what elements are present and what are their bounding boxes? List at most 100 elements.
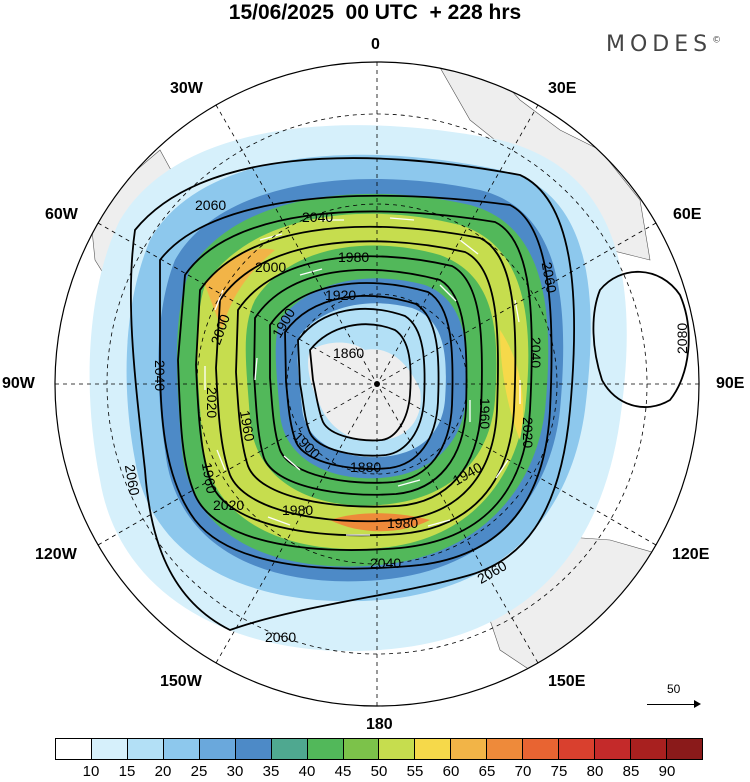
wind-arrow — [214, 289, 224, 311]
contour-label: 2080 — [674, 323, 690, 354]
wind-arrow — [254, 357, 258, 381]
contour-label: 1960 — [477, 398, 493, 429]
colorbar-cell — [163, 739, 200, 759]
lon-label-60e: 60E — [673, 206, 702, 223]
brand-mark: © — [712, 35, 722, 46]
lon-label-bottom: 180 — [366, 716, 393, 733]
colorbar-cell — [56, 739, 92, 759]
colorbar-cell — [595, 739, 631, 759]
wind-arrow — [267, 516, 291, 526]
brand-logo: MODES© — [606, 32, 721, 57]
wind-arrow — [459, 239, 479, 255]
contour-label: 2060 — [539, 261, 560, 295]
colorbar-cell — [451, 739, 488, 759]
contour-label: 1960 — [199, 461, 220, 495]
colorbar-cell — [379, 739, 416, 759]
lon-label-60w: 60W — [45, 206, 78, 223]
latitude-circle — [196, 203, 558, 565]
height-contours — [129, 157, 690, 631]
colorbar-cell — [199, 739, 236, 759]
contour-2020 — [177, 210, 533, 551]
colorbar-cell — [271, 739, 308, 759]
colorbar-cell — [307, 739, 344, 759]
colorbar-cell — [415, 739, 452, 759]
wind-max-right — [500, 330, 524, 440]
contour-label: 2040 — [528, 337, 544, 368]
brand-name: MODES — [606, 32, 713, 57]
contour-label: 2020 — [213, 497, 244, 513]
contour-label: 1980 — [338, 249, 369, 265]
colorbar-tick-label: 25 — [190, 763, 208, 780]
colorbar-cell — [666, 739, 702, 759]
colorbar-cell — [343, 739, 380, 759]
lon-label-30e: 30E — [548, 80, 577, 97]
colorbar-tick-label: 50 — [370, 763, 388, 780]
contour-1980 — [215, 240, 499, 523]
colorbar-tick-label: 40 — [298, 763, 316, 780]
wind-arrow — [427, 519, 451, 527]
wind-arrow — [439, 284, 457, 302]
lon-label-30w: 30W — [170, 80, 203, 97]
contour-1860 — [309, 323, 412, 442]
forecast-title: 15/06/2025 00 UTC + 228 hrs — [228, 1, 522, 24]
contour-label: 2020 — [204, 387, 220, 418]
wind-arrow — [495, 459, 509, 479]
reference-vector: 50 — [645, 682, 705, 712]
meridian-60e-120w — [97, 222, 657, 546]
reference-vector-label: 50 — [667, 682, 681, 696]
colorbar-cell — [235, 739, 272, 759]
colorbar-tick-label: 80 — [586, 763, 604, 780]
reference-arrow-icon — [647, 700, 701, 708]
colorbar-cell — [91, 739, 128, 759]
map-boundary — [54, 61, 700, 707]
contour-label-group: 2060 2040 1980 2000 2000 1920 1900 1860 … — [122, 197, 690, 645]
map-disc — [89, 62, 699, 691]
wind-arrow — [299, 268, 323, 276]
wind-arrow — [216, 449, 226, 471]
contour-label: 2040 — [302, 209, 333, 225]
wind-arrow — [389, 217, 415, 221]
colorbar-cell — [559, 739, 596, 759]
wind-max-left — [205, 248, 275, 330]
contour-label: 1860 — [333, 345, 364, 361]
contour-label: 2060 — [265, 629, 296, 645]
lon-label-120w: 120W — [35, 546, 77, 563]
contour-label: 2060 — [122, 463, 143, 497]
contour-1940 — [253, 268, 468, 496]
colorbar-tick-label: 35 — [262, 763, 280, 780]
colorbar-cell — [127, 739, 164, 759]
colorbar-tick-label: 70 — [514, 763, 532, 780]
wind-arrow — [283, 455, 301, 471]
colorbar-tick-label: 90 — [658, 763, 676, 780]
lon-label-top: 0 — [371, 36, 380, 53]
contour-label: 2040 — [370, 555, 401, 571]
graticule — [55, 62, 699, 706]
colorbar-tick-label: 65 — [478, 763, 496, 780]
colorbar-tick-label: 20 — [154, 763, 172, 780]
colorbar-tick-label: 45 — [334, 763, 352, 780]
wind-arrow — [259, 233, 283, 241]
colorbar-cell — [523, 739, 560, 759]
contour-label: 1880 — [350, 459, 381, 475]
colorbar-tick-label: 85 — [622, 763, 640, 780]
colorbar-tick-label: 60 — [442, 763, 460, 780]
colorbar-tick-label: 15 — [118, 763, 136, 780]
colorbar-tick-label: 75 — [550, 763, 568, 780]
contour-2000 — [195, 225, 517, 537]
colorbar-cell — [631, 739, 667, 759]
wind-arrow — [397, 479, 421, 487]
contour-label: 2000 — [255, 259, 286, 275]
contour-1880 — [297, 307, 426, 457]
colorbar-cell — [487, 739, 524, 759]
colorbar-tick-label: 10 — [82, 763, 100, 780]
colorbar-tick-label: 30 — [226, 763, 244, 780]
colorbar-tick-label: 55 — [406, 763, 424, 780]
contour-label: 1980 — [282, 502, 313, 518]
contour-label: 2040 — [152, 360, 168, 391]
contour-2080 — [592, 270, 690, 408]
wind-vectors — [204, 217, 521, 536]
contour-1960 — [235, 255, 483, 508]
contour-label: 2020 — [520, 417, 536, 448]
lon-label-150e: 150E — [548, 673, 586, 690]
